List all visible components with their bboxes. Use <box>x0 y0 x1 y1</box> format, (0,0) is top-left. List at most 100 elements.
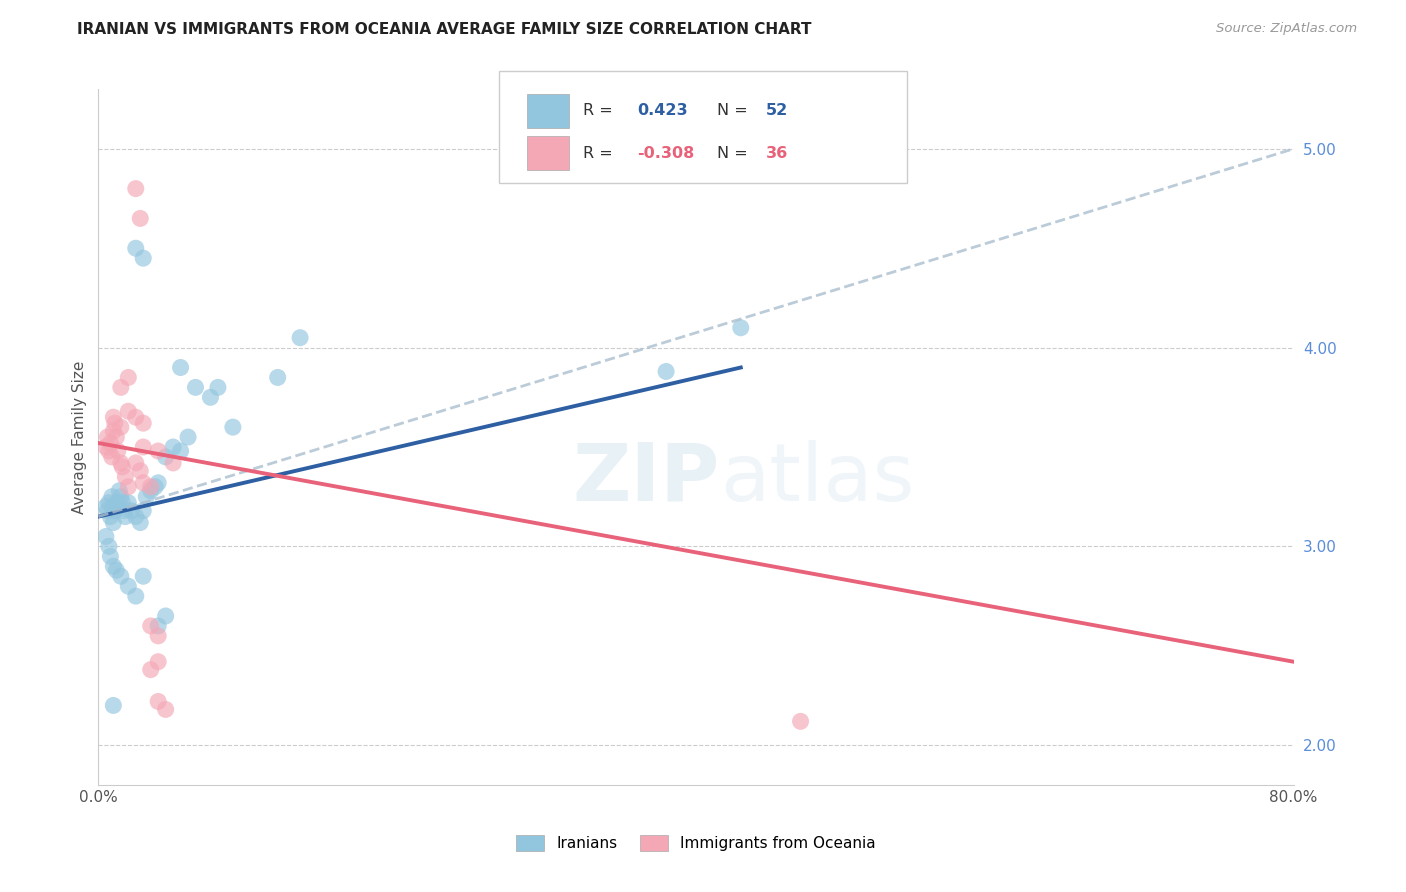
Point <box>98 436 122 450</box>
Point <box>110 569 132 583</box>
Point <box>129 211 152 226</box>
Point <box>105 496 128 510</box>
Point <box>162 440 184 454</box>
Point <box>101 490 124 504</box>
Point <box>110 456 132 470</box>
Point <box>107 500 129 514</box>
Point <box>207 380 229 394</box>
Point <box>94 440 117 454</box>
Point <box>111 459 134 474</box>
Point <box>132 475 155 490</box>
Point <box>135 490 157 504</box>
Point <box>155 450 177 464</box>
Point <box>125 509 148 524</box>
Legend: Iranians, Immigrants from Oceania: Iranians, Immigrants from Oceania <box>510 829 882 857</box>
Point <box>104 416 127 430</box>
Point <box>117 480 139 494</box>
Point <box>107 444 129 458</box>
Point <box>117 579 139 593</box>
Point <box>177 430 200 444</box>
Point <box>117 496 139 510</box>
Point <box>169 444 191 458</box>
Point <box>117 404 139 418</box>
Point <box>117 370 139 384</box>
Point <box>143 480 166 494</box>
Point <box>132 569 155 583</box>
Point <box>96 503 118 517</box>
Point <box>98 509 122 524</box>
Point <box>148 655 170 669</box>
Point <box>132 251 155 265</box>
Point <box>114 509 136 524</box>
Point <box>111 496 134 510</box>
Text: 36: 36 <box>766 146 789 161</box>
Point <box>155 702 177 716</box>
Point <box>110 380 132 394</box>
Point <box>129 516 152 530</box>
Point <box>200 390 222 404</box>
Point <box>96 430 118 444</box>
Point <box>132 503 155 517</box>
Point <box>162 456 184 470</box>
Y-axis label: Average Family Size: Average Family Size <box>72 360 87 514</box>
Point <box>267 370 290 384</box>
Point <box>148 694 170 708</box>
Point <box>132 440 155 454</box>
Text: -0.308: -0.308 <box>637 146 695 161</box>
Point <box>148 619 170 633</box>
Text: R =: R = <box>583 103 619 118</box>
Point <box>139 619 162 633</box>
Text: N =: N = <box>717 103 754 118</box>
Point <box>120 503 142 517</box>
Point <box>98 549 122 564</box>
Point <box>789 714 811 729</box>
Point <box>155 609 177 624</box>
Point <box>104 503 127 517</box>
Point <box>103 516 125 530</box>
Point <box>97 496 120 510</box>
Point <box>112 503 135 517</box>
Point <box>105 430 128 444</box>
Point <box>125 410 148 425</box>
Point <box>222 420 245 434</box>
Point <box>105 563 128 577</box>
Point <box>139 480 162 494</box>
Text: 52: 52 <box>766 103 789 118</box>
Point <box>110 490 132 504</box>
Point <box>103 410 125 425</box>
Point <box>125 456 148 470</box>
Point <box>108 483 131 498</box>
Point <box>132 416 155 430</box>
Point <box>125 241 148 255</box>
Point <box>288 331 311 345</box>
Point <box>139 483 162 498</box>
Point <box>103 500 125 514</box>
Point <box>129 464 152 478</box>
Text: ZIP: ZIP <box>572 440 720 518</box>
Point <box>125 589 148 603</box>
Point <box>184 380 207 394</box>
Text: 0.423: 0.423 <box>637 103 688 118</box>
Point <box>97 444 120 458</box>
Point <box>101 450 124 464</box>
Point <box>103 698 125 713</box>
Point <box>97 540 120 554</box>
Point <box>94 500 117 514</box>
Point <box>730 320 752 334</box>
Point <box>125 181 148 195</box>
Point <box>103 424 125 438</box>
Point <box>94 529 117 543</box>
Text: R =: R = <box>583 146 619 161</box>
Point <box>655 364 678 378</box>
Text: Source: ZipAtlas.com: Source: ZipAtlas.com <box>1216 22 1357 36</box>
Point <box>114 470 136 484</box>
Point <box>148 475 170 490</box>
Text: N =: N = <box>717 146 754 161</box>
Point <box>103 559 125 574</box>
Point <box>110 420 132 434</box>
Text: IRANIAN VS IMMIGRANTS FROM OCEANIA AVERAGE FAMILY SIZE CORRELATION CHART: IRANIAN VS IMMIGRANTS FROM OCEANIA AVERA… <box>77 22 811 37</box>
Point <box>139 663 162 677</box>
Point <box>169 360 191 375</box>
Point <box>148 444 170 458</box>
Text: atlas: atlas <box>720 440 914 518</box>
